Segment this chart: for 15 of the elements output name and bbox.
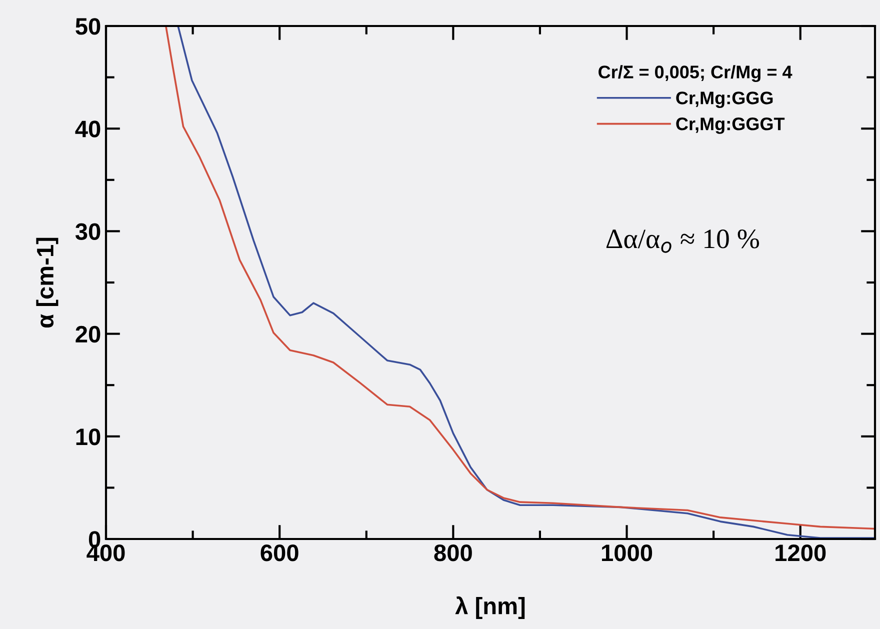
x-tick-label: 800 xyxy=(434,544,472,562)
y-tick-label: 50 xyxy=(76,18,100,35)
y-tick-label: 40 xyxy=(75,120,100,138)
x-tick-label: 1200 xyxy=(776,544,826,562)
y-tick-label: 20 xyxy=(76,326,100,343)
y-tick-label: 30 xyxy=(75,223,100,240)
annotation: Δα/α$_{o}$ ≈ 10 % xyxy=(606,230,760,253)
x-tick-label: 1000 xyxy=(602,544,652,562)
legend-label: Cr,Mg:GGGT xyxy=(676,118,785,134)
legend-label: Cr,Mg:GGG xyxy=(676,92,773,108)
x-tick-label: 600 xyxy=(260,544,298,562)
x-axis-title: λ [nm] xyxy=(455,596,525,620)
legend-title: Cr/Σ = 0,005; Cr/Mg = 4 xyxy=(598,65,792,82)
y-axis-title: α [cm-1] xyxy=(36,238,58,328)
y-tick-label: 10 xyxy=(76,428,100,446)
